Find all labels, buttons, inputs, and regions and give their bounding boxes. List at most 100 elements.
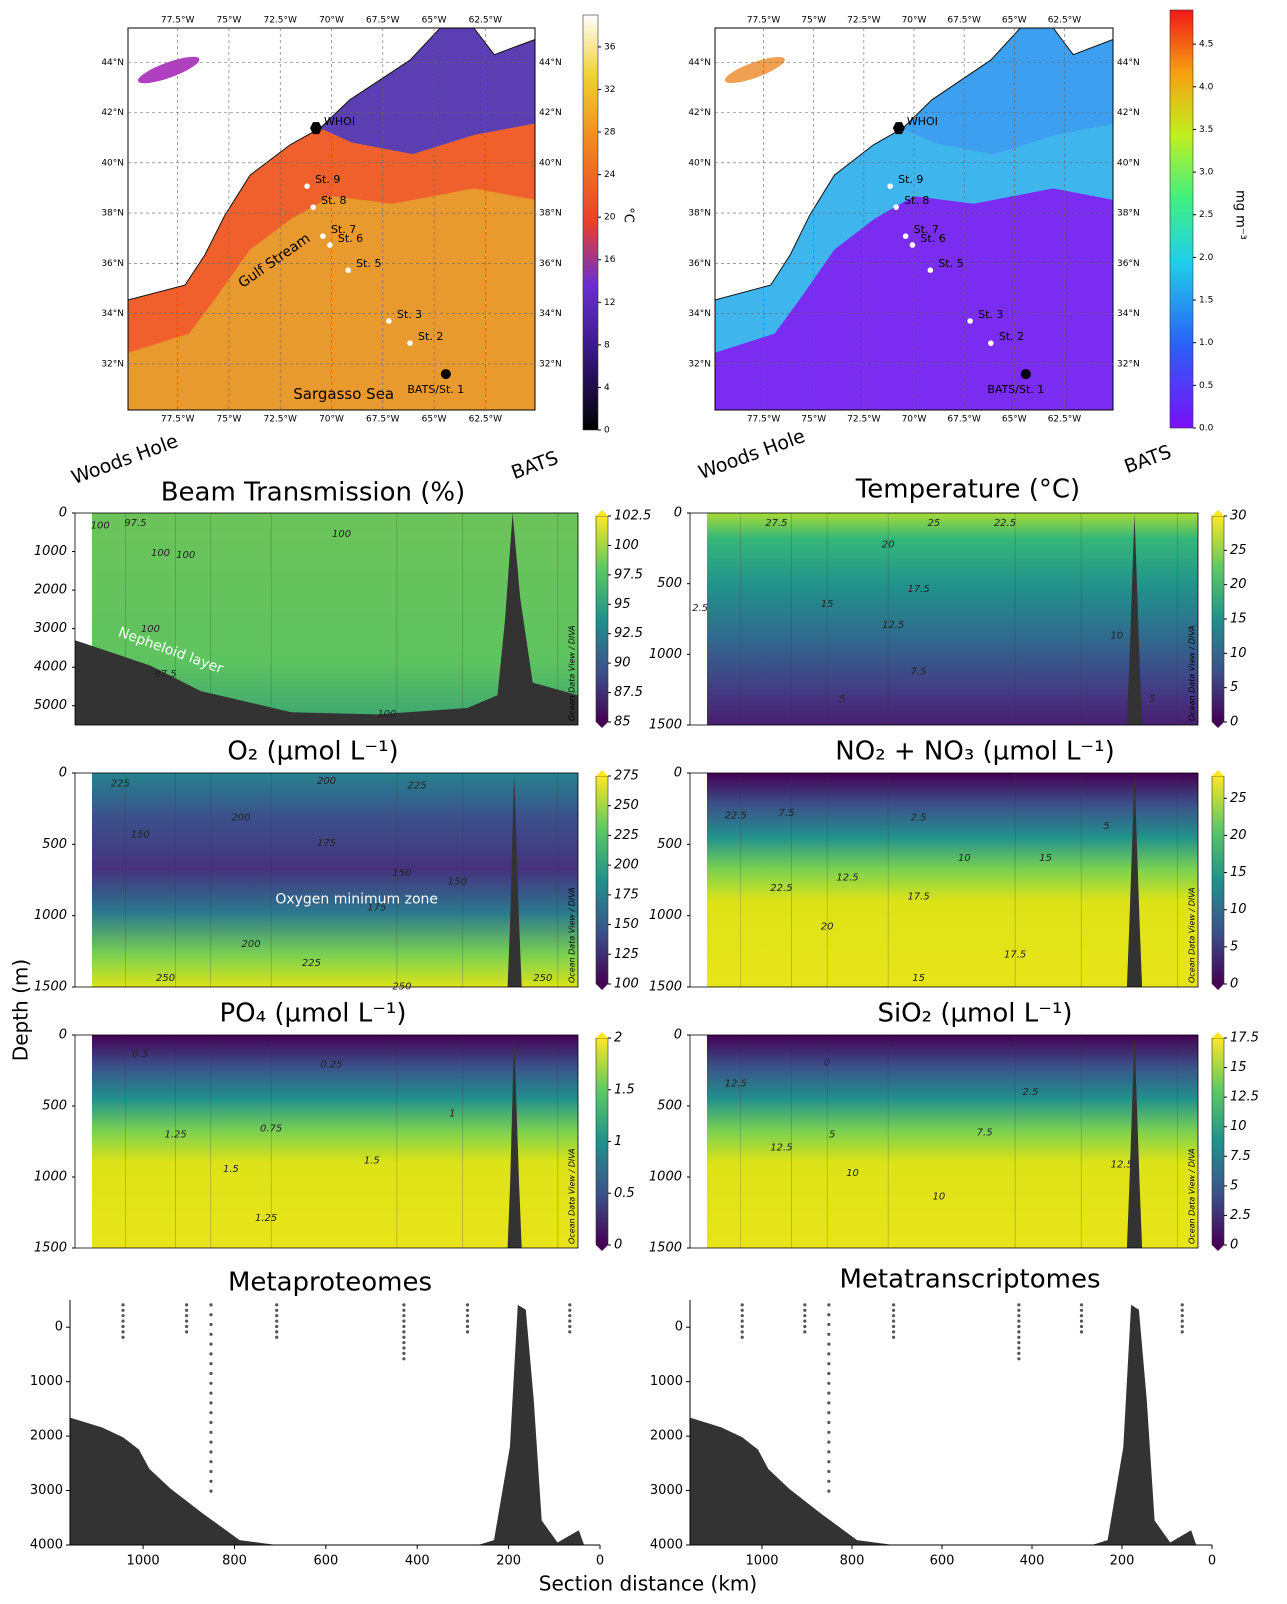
sample-dot — [1180, 1303, 1184, 1307]
contour-label: 10 — [958, 853, 971, 864]
section-title: PO₄ (µmol L⁻¹) — [219, 999, 406, 1029]
colorbar-tick-label: 25 — [1230, 543, 1247, 558]
plot-frame — [689, 512, 1199, 726]
x-tick-label: 600 — [313, 1554, 338, 1569]
lon-tick-label: 62.5°W — [469, 415, 503, 425]
station-marker — [967, 318, 973, 324]
section-field — [92, 773, 578, 987]
colorbar-tick-label: 36 — [604, 42, 616, 52]
sample-dot — [275, 1314, 279, 1318]
station-marker — [909, 242, 916, 248]
lon-tick-label: 75°W — [217, 16, 242, 26]
colorbar-tick-label: 32 — [604, 85, 615, 95]
colorbar-tick-label: 225 — [614, 828, 639, 843]
y-tick-label: 500 — [42, 1099, 67, 1114]
y-tick-label: 5000 — [34, 698, 67, 713]
sample-dot — [275, 1303, 279, 1307]
contour-label: 7.5 — [779, 808, 795, 819]
sample-dot — [803, 1303, 807, 1307]
y-tick-label: 500 — [657, 1099, 682, 1114]
contour-label: 225 — [302, 958, 321, 969]
y-tick-label: 1000 — [650, 1374, 683, 1389]
contour-label: 12.5 — [882, 620, 904, 631]
colorbar-tick-label: 10 — [1230, 1119, 1247, 1134]
lon-tick-label: 77.5°W — [747, 16, 781, 26]
lat-tick-label: 38°N — [688, 209, 711, 219]
lon-tick-label: 70°W — [902, 415, 927, 425]
station-marker — [327, 242, 333, 248]
colorbar-tick-label: 100 — [614, 977, 639, 992]
station-marker — [902, 233, 909, 239]
sample-dot — [827, 1430, 831, 1434]
y-tick-label: 4000 — [30, 1538, 63, 1553]
lon-tick-label: 62.5°W — [1048, 415, 1082, 425]
x-tick-label: 200 — [1110, 1554, 1135, 1569]
colorbar-tick-label: 92.5 — [614, 626, 643, 641]
station-marker — [320, 233, 326, 239]
sample-dot — [1079, 1319, 1084, 1323]
lon-tick-label: 67.5°W — [947, 16, 981, 26]
colorbar-extension — [596, 1032, 608, 1038]
sample-dot — [121, 1308, 125, 1312]
contour-label: 27.5 — [765, 518, 787, 529]
sample-dot — [827, 1479, 831, 1483]
lat-tick-label: 32°N — [101, 359, 124, 369]
contour-label: 12.5 — [770, 1143, 792, 1154]
y-tick-label: 1000 — [30, 1374, 63, 1389]
section-field — [707, 1035, 1198, 1248]
y-tick-label: 0 — [675, 1320, 683, 1335]
y-tick-label: 4000 — [34, 660, 67, 675]
colorbar-tick-label: 102.5 — [614, 509, 651, 524]
sample-dot — [891, 1335, 896, 1339]
no-data — [75, 513, 92, 641]
sample-dot — [1017, 1346, 1021, 1350]
sample-dot — [827, 1489, 831, 1493]
station-label: St. 8 — [321, 194, 346, 207]
lat-tick-label: 32°N — [1117, 359, 1140, 369]
contour-label: 17.5 — [907, 584, 929, 595]
station-label: St. 2 — [999, 330, 1024, 343]
colorbar-tick-label: 25 — [1230, 791, 1247, 806]
sample-dot — [827, 1411, 831, 1415]
station-label: St. 9 — [898, 173, 923, 186]
colorbar-tick-label: 1.5 — [614, 1082, 635, 1097]
sample-dot — [402, 1357, 406, 1361]
bathymetry — [70, 1304, 585, 1545]
x-tick-label: 400 — [1020, 1554, 1045, 1569]
lon-tick-label: 65°W — [422, 415, 447, 425]
sample-dot — [1180, 1330, 1184, 1334]
sample-dot — [209, 1322, 213, 1327]
contour-label: 20 — [882, 539, 895, 550]
y-tick-label: 1500 — [34, 1241, 67, 1256]
sample-dot — [827, 1381, 831, 1385]
colorbar-tick-label: 16 — [604, 255, 616, 265]
sample-dot — [827, 1440, 831, 1444]
contour-label: 12.5 — [1111, 1160, 1133, 1171]
sample-dot — [827, 1332, 831, 1336]
contour-label: 25 — [927, 518, 940, 529]
colorbar-extension — [596, 510, 608, 516]
sample-dot — [1017, 1308, 1021, 1312]
colorbar-tick-label: 12 — [604, 298, 615, 308]
annotation: Oxygen minimum zone — [275, 891, 438, 907]
station-marker — [310, 204, 316, 210]
watermark: Ocean Data View / DIVA — [1188, 887, 1197, 983]
sample-dot — [568, 1308, 572, 1312]
sample-dot — [1017, 1319, 1021, 1323]
lat-tick-label: 34°N — [101, 309, 124, 319]
colorbar-tick-label: 17.5 — [1230, 1031, 1259, 1046]
y-tick-label: 3000 — [34, 621, 67, 636]
sample-dot — [209, 1450, 213, 1454]
water-mass — [715, 123, 1113, 353]
colorbar — [595, 775, 609, 985]
colorbar-tick-label: 175 — [614, 887, 639, 902]
contour-label: 15 — [821, 599, 834, 610]
colorbar-extension — [1212, 984, 1224, 990]
lat-tick-label: 44°N — [688, 58, 711, 68]
station-marker — [310, 122, 323, 135]
lat-tick-label: 32°N — [539, 359, 562, 369]
sample-dot — [402, 1330, 406, 1334]
y-tick-label: 0 — [59, 766, 67, 781]
sample-dot — [185, 1308, 189, 1312]
lon-tick-label: 65°W — [1002, 16, 1027, 26]
